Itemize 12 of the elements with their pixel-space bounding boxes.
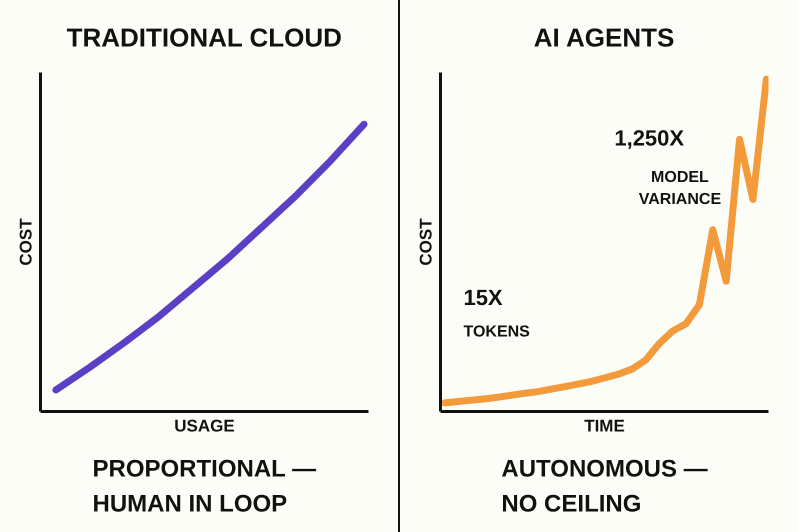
y-axis-title: COST <box>416 218 436 266</box>
annotation: TOKENS <box>463 323 530 340</box>
text: AUTONOMOUS — NO CEILING <box>501 455 708 518</box>
annotation: 1,250X <box>614 125 684 150</box>
annotation: 15X <box>463 284 503 310</box>
chart-title: TRADITIONAL CLOUD <box>66 22 342 52</box>
annotation: MODEL VARIANCE <box>638 169 722 208</box>
x-axis-title: USAGE <box>174 416 235 436</box>
text: PROPORTIONAL — HUMAN IN LOOP <box>92 455 316 518</box>
x-axis-title: TIME <box>584 416 625 436</box>
y-axis-title: COST <box>16 218 36 266</box>
chart-title: AI AGENTS <box>534 22 674 52</box>
